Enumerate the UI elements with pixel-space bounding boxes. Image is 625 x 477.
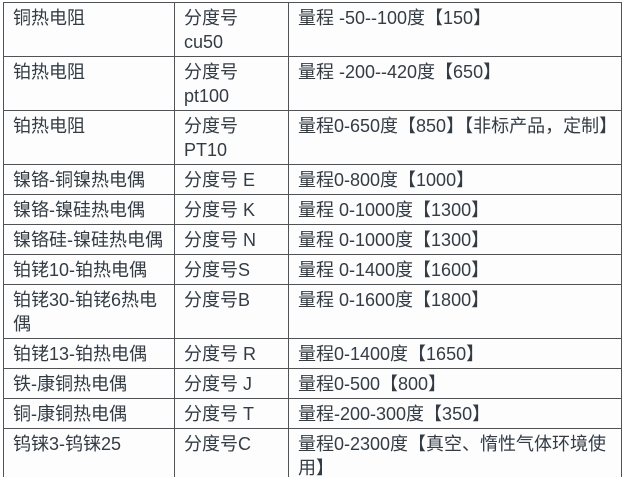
index-code-cell: 分度号 N xyxy=(174,224,289,255)
range-cell: 量程0-800度【1000】 xyxy=(288,164,622,195)
index-code-cell: 分度号 cu50 xyxy=(174,2,289,57)
sensor-type-cell: 铂铑13-铂热电偶 xyxy=(3,338,175,369)
index-code-cell: 分度号S xyxy=(174,254,289,285)
index-code-cell: 分度号B xyxy=(174,284,289,339)
spec-table-body: 铜热电阻 分度号 cu50 量程 -50--100度【150】 铂热电阻 分度号… xyxy=(3,2,622,477)
sensor-type-cell: 铂铑30-铂铑6热电偶 xyxy=(3,284,175,339)
index-code-cell: 分度号 R xyxy=(174,338,289,369)
range-cell: 量程-200-300度【350】 xyxy=(288,398,622,429)
range-cell: 量程 0-1400度【1600】 xyxy=(288,254,622,285)
table-row: 铁-康铜热电偶 分度号 J 量程0-500【800】 xyxy=(3,368,622,399)
index-code-cell: 分度号 T xyxy=(174,398,289,429)
range-cell: 量程0-500【800】 xyxy=(288,368,622,399)
table-row: 铜热电阻 分度号 cu50 量程 -50--100度【150】 xyxy=(3,2,622,57)
sensor-type-cell: 镍铬-镍硅热电偶 xyxy=(3,194,175,225)
table-row: 铂热电阻 分度号 pt100 量程 -200--420度【650】 xyxy=(3,56,622,111)
range-cell: 量程0-650度【850】【非标产品，定制】 xyxy=(288,110,622,165)
sensor-type-cell: 铜热电阻 xyxy=(3,2,175,57)
table-row: 镍铬-镍硅热电偶 分度号 K 量程 0-1000度【1300】 xyxy=(3,194,622,225)
sensor-spec-table: 铜热电阻 分度号 cu50 量程 -50--100度【150】 铂热电阻 分度号… xyxy=(3,2,622,477)
range-cell: 量程 -200--420度【650】 xyxy=(288,56,622,111)
range-cell: 量程 -50--100度【150】 xyxy=(288,2,622,57)
sensor-type-cell: 铂热电阻 xyxy=(3,110,175,165)
range-cell: 量程0-1400度【1650】 xyxy=(288,338,622,369)
sensor-type-cell: 镍铬硅-镍硅热电偶 xyxy=(3,224,175,255)
index-code-cell: 分度号 J xyxy=(174,368,289,399)
range-cell: 量程0-2300度【真空、惰性气体环境使用】 xyxy=(288,428,622,477)
table-row: 铂铑10-铂热电偶 分度号S 量程 0-1400度【1600】 xyxy=(3,254,622,285)
sensor-type-cell: 铁-康铜热电偶 xyxy=(3,368,175,399)
table-row: 铜-康铜热电偶 分度号 T 量程-200-300度【350】 xyxy=(3,398,622,429)
sensor-type-cell: 铂铑10-铂热电偶 xyxy=(3,254,175,285)
range-cell: 量程 0-1600度【1800】 xyxy=(288,284,622,339)
sensor-type-cell: 镍铬-铜镍热电偶 xyxy=(3,164,175,195)
range-cell: 量程 0-1000度【1300】 xyxy=(288,194,622,225)
sensor-type-cell: 铂热电阻 xyxy=(3,56,175,111)
table-row: 铂铑30-铂铑6热电偶 分度号B 量程 0-1600度【1800】 xyxy=(3,284,622,339)
index-code-cell: 分度号 PT10 xyxy=(174,110,289,165)
table-row: 钨铼3-钨铼25 分度号C 量程0-2300度【真空、惰性气体环境使用】 xyxy=(3,428,622,477)
sensor-type-cell: 钨铼3-钨铼25 xyxy=(3,428,175,477)
sensor-type-cell: 铜-康铜热电偶 xyxy=(3,398,175,429)
range-cell: 量程 0-1000度【1300】 xyxy=(288,224,622,255)
index-code-cell: 分度号 pt100 xyxy=(174,56,289,111)
index-code-cell: 分度号 E xyxy=(174,164,289,195)
table-row: 镍铬硅-镍硅热电偶 分度号 N 量程 0-1000度【1300】 xyxy=(3,224,622,255)
table-row: 镍铬-铜镍热电偶 分度号 E 量程0-800度【1000】 xyxy=(3,164,622,195)
table-row: 铂铑13-铂热电偶 分度号 R 量程0-1400度【1650】 xyxy=(3,338,622,369)
table-row: 铂热电阻 分度号 PT10 量程0-650度【850】【非标产品，定制】 xyxy=(3,110,622,165)
index-code-cell: 分度号 K xyxy=(174,194,289,225)
index-code-cell: 分度号C xyxy=(174,428,289,477)
